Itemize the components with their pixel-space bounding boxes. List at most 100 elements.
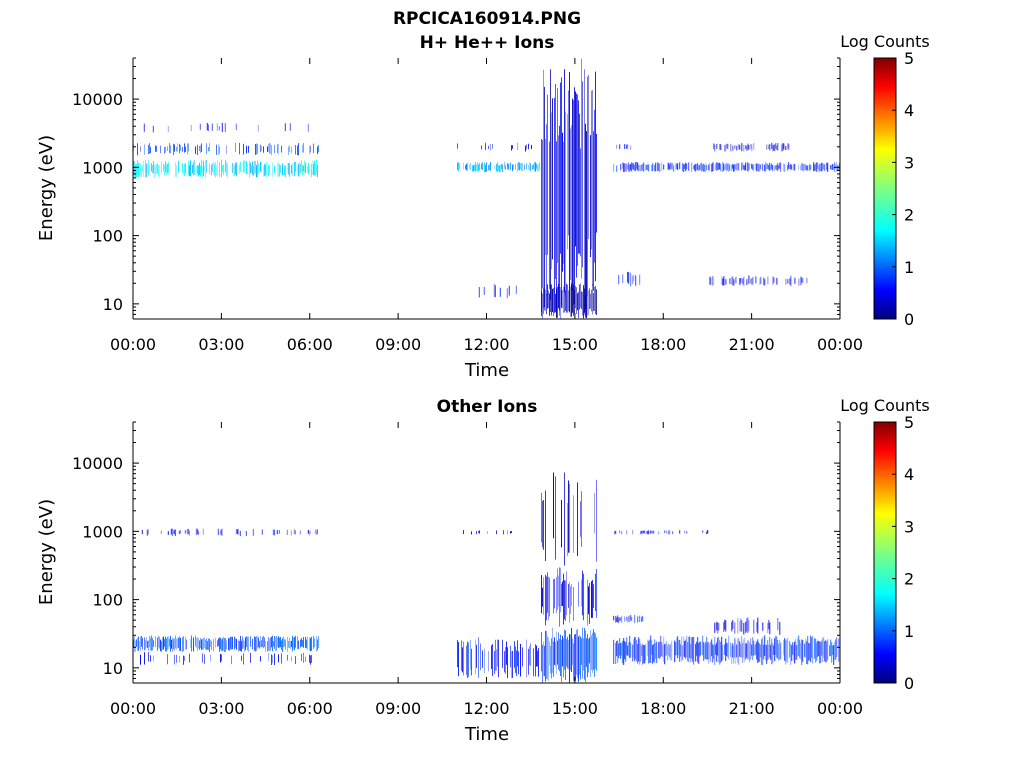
data-streak xyxy=(719,162,721,170)
data-streak xyxy=(591,581,592,618)
data-streak xyxy=(674,640,676,663)
data-streak xyxy=(149,636,150,648)
data-streak xyxy=(617,615,619,623)
data-streak xyxy=(774,165,776,171)
data-streak xyxy=(791,645,793,662)
data-streak xyxy=(218,126,220,131)
data-streak xyxy=(301,637,302,647)
data-streak xyxy=(587,76,588,297)
data-streak xyxy=(282,638,283,652)
data-streak xyxy=(542,293,543,319)
data-streak xyxy=(288,640,289,648)
data-streak xyxy=(810,164,812,170)
data-streak xyxy=(731,276,733,285)
data-streak xyxy=(255,637,256,652)
data-streak xyxy=(745,145,747,150)
data-streak xyxy=(637,162,639,171)
data-streak xyxy=(253,165,254,176)
colorbar-gradient xyxy=(873,57,897,320)
data-streak xyxy=(554,98,555,313)
data-streak xyxy=(790,643,792,665)
data-streak xyxy=(811,637,813,658)
data-streak xyxy=(801,162,803,171)
data-streak xyxy=(756,622,758,632)
data-streak xyxy=(479,530,480,534)
data-streak xyxy=(814,638,816,659)
x-tick-label: 00:00 xyxy=(110,699,156,718)
data-streak xyxy=(293,637,294,649)
data-streak xyxy=(573,495,574,553)
data-streak xyxy=(631,162,633,172)
data-streak xyxy=(776,277,778,285)
data-streak xyxy=(258,163,259,174)
data-streak xyxy=(562,581,563,606)
data-streak xyxy=(791,165,793,170)
data-streak xyxy=(164,146,165,154)
data-streak xyxy=(310,145,311,153)
data-streak xyxy=(784,638,786,661)
data-streak xyxy=(478,287,480,298)
data-streak xyxy=(628,272,630,284)
data-streak xyxy=(546,293,547,315)
data-streak xyxy=(776,145,778,151)
data-streak xyxy=(184,143,185,153)
x-tick-label: 21:00 xyxy=(729,335,775,354)
data-streak xyxy=(704,164,706,172)
data-streak xyxy=(250,636,251,647)
data-streak xyxy=(823,636,825,658)
data-streak xyxy=(280,637,281,648)
data-streak xyxy=(743,144,745,152)
data-streak xyxy=(557,287,558,318)
data-streak xyxy=(570,586,571,615)
data-streak xyxy=(640,643,642,662)
data-streak xyxy=(648,164,650,172)
data-streak xyxy=(526,144,527,150)
data-streak xyxy=(512,164,513,171)
data-streak xyxy=(225,637,226,652)
data-streak xyxy=(175,162,176,177)
data-streak xyxy=(624,616,626,622)
data-streak xyxy=(815,163,817,171)
data-streak xyxy=(792,642,794,655)
data-streak xyxy=(256,165,257,178)
data-streak xyxy=(712,162,714,172)
data-streak xyxy=(592,90,593,286)
data-streak xyxy=(165,636,166,652)
data-streak xyxy=(235,637,236,648)
data-streak xyxy=(553,287,554,317)
data-streak xyxy=(628,162,630,172)
data-streak xyxy=(566,638,567,667)
data-streak xyxy=(814,164,816,171)
data-streak xyxy=(190,638,191,648)
data-streak xyxy=(717,622,719,634)
data-streak xyxy=(153,655,154,662)
data-streak xyxy=(711,163,713,172)
data-streak xyxy=(179,656,180,663)
data-streak xyxy=(806,278,808,284)
data-streak xyxy=(768,144,770,149)
data-streak xyxy=(647,639,649,656)
data-streak xyxy=(793,644,795,661)
data-streak xyxy=(820,163,822,172)
data-streak xyxy=(174,638,175,651)
data-streak xyxy=(561,500,562,548)
data-streak xyxy=(510,531,511,534)
data-streak xyxy=(797,637,799,657)
data-streak xyxy=(192,164,193,174)
data-streak xyxy=(513,163,514,170)
data-streak xyxy=(580,636,581,680)
data-streak xyxy=(177,143,178,152)
data-streak xyxy=(721,276,723,285)
data-streak xyxy=(155,145,156,152)
data-streak xyxy=(318,145,319,153)
data-streak xyxy=(525,145,526,152)
data-streak xyxy=(246,145,247,154)
data-streak xyxy=(545,630,546,682)
data-streak xyxy=(748,144,750,150)
data-streak xyxy=(696,163,698,170)
data-streak xyxy=(214,163,215,176)
y-axis-label: Energy (eV) xyxy=(36,135,57,241)
data-streak xyxy=(512,145,513,149)
data-band xyxy=(709,275,808,287)
data-streak xyxy=(624,144,626,149)
